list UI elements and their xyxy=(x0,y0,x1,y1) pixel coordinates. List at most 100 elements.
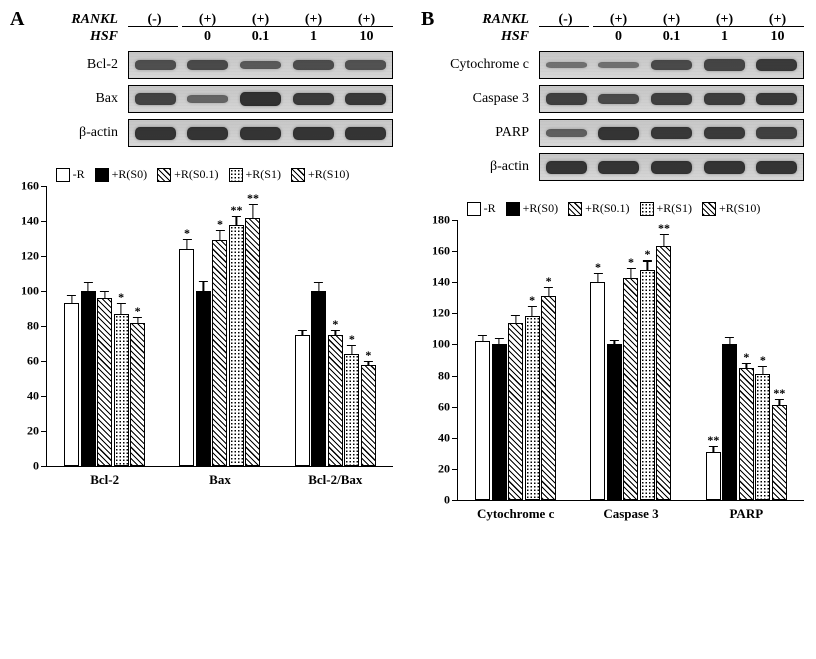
error-bar xyxy=(779,400,780,406)
error-bar xyxy=(499,339,500,345)
blot-band xyxy=(135,127,176,140)
chart-a-groups: **Bcl-2******Bax***Bcl-2/Bax xyxy=(47,186,393,466)
error-bar xyxy=(302,331,303,336)
blot-row: Cytochrome c xyxy=(429,51,804,79)
blot-image xyxy=(539,51,804,79)
error-bar xyxy=(186,240,187,251)
blot-band xyxy=(187,60,228,71)
bar: ** xyxy=(245,218,260,467)
error-bar xyxy=(335,331,336,336)
significance-marker: * xyxy=(743,351,749,363)
error-bar xyxy=(368,362,369,366)
bar: ** xyxy=(706,452,721,500)
bar: * xyxy=(344,354,359,466)
significance-marker: * xyxy=(628,256,634,268)
lane-header-cell: 0.1 xyxy=(234,29,287,45)
significance-marker: * xyxy=(529,294,535,306)
blot-band xyxy=(293,60,334,70)
legend-swatch xyxy=(95,168,109,182)
hsf-label: HSF xyxy=(429,29,539,45)
blot-band xyxy=(651,161,692,174)
panel-b: B RANKL (-)(+)(+)(+)(+) HSF 00.1110 Cyto… xyxy=(423,12,804,501)
bar xyxy=(492,344,507,500)
blot-image xyxy=(539,85,804,113)
error-bar xyxy=(647,261,648,270)
blot-image xyxy=(539,153,804,181)
legend-label: -R xyxy=(73,167,85,182)
rankl-underline xyxy=(429,26,804,27)
legend-label: +R(S10) xyxy=(719,201,760,216)
legend-item: +R(S0.1) xyxy=(568,201,629,216)
significance-marker: * xyxy=(760,354,766,366)
blot-band xyxy=(240,127,281,140)
blot-band xyxy=(135,93,176,104)
blot-band xyxy=(756,161,797,174)
significance-marker: * xyxy=(349,333,355,345)
bar-group: ******PARP xyxy=(689,220,804,500)
y-tick-label: 120 xyxy=(21,249,47,264)
bar: * xyxy=(361,365,376,467)
blot-band xyxy=(345,127,386,140)
bar-group: ******Bax xyxy=(162,186,277,466)
legend-swatch xyxy=(467,202,481,216)
bar-group: ***Bcl-2/Bax xyxy=(278,186,393,466)
blot-band xyxy=(546,93,587,105)
bar: * xyxy=(541,296,556,500)
y-tick-label: 60 xyxy=(438,399,458,414)
legend-swatch xyxy=(291,168,305,182)
error-bar xyxy=(318,283,319,292)
panel-b-label: B xyxy=(421,8,434,31)
y-tick-label: 20 xyxy=(438,461,458,476)
significance-marker: * xyxy=(217,218,223,230)
legend-item: +R(S0) xyxy=(506,201,558,216)
hsf-values: 00.1110 xyxy=(128,29,393,45)
error-bar xyxy=(663,235,664,247)
significance-marker: * xyxy=(644,248,650,260)
blot-band xyxy=(598,62,639,68)
bar xyxy=(607,344,622,500)
significance-marker: * xyxy=(365,349,371,361)
bar: * xyxy=(328,335,343,466)
y-tick-label: 40 xyxy=(27,389,47,404)
group-label: Bcl-2 xyxy=(90,466,119,488)
y-tick-label: 120 xyxy=(432,306,458,321)
blot-band xyxy=(345,60,386,70)
y-tick-label: 20 xyxy=(27,424,47,439)
blot-band xyxy=(546,62,587,68)
protein-label: β-actin xyxy=(18,125,128,141)
protein-label: PARP xyxy=(429,125,539,141)
panel-b-header-hsf: HSF 00.1110 xyxy=(429,29,804,45)
error-bar xyxy=(515,316,516,324)
legend-item: +R(S1) xyxy=(229,167,281,182)
error-bar xyxy=(482,336,483,342)
legend-item: +R(S1) xyxy=(640,201,692,216)
lane-header-cell: 0.1 xyxy=(645,29,698,45)
legend-swatch xyxy=(640,202,654,216)
significance-marker: * xyxy=(184,227,190,239)
legend-swatch xyxy=(506,202,520,216)
group-label: Bax xyxy=(209,466,231,488)
bar: * xyxy=(623,278,638,500)
blot-band xyxy=(704,161,745,174)
error-bar xyxy=(614,341,615,346)
y-tick-label: 0 xyxy=(33,459,47,474)
legend-label: +R(S1) xyxy=(657,201,692,216)
error-bar xyxy=(713,447,714,453)
blot-band xyxy=(756,127,797,139)
group-label: Caspase 3 xyxy=(603,500,658,522)
error-bar xyxy=(729,338,730,346)
bar: * xyxy=(114,314,129,466)
legend-swatch xyxy=(157,168,171,182)
lane-header-cell: 1 xyxy=(698,29,751,45)
protein-label: Caspase 3 xyxy=(429,91,539,107)
hsf-values: 00.1110 xyxy=(539,29,804,45)
legend-label: +R(S0.1) xyxy=(174,167,218,182)
significance-marker: * xyxy=(118,291,124,303)
group-label: Cytochrome c xyxy=(477,500,554,522)
y-tick-label: 40 xyxy=(438,430,458,445)
bar: ** xyxy=(772,405,787,500)
legend-item: +R(S0) xyxy=(95,167,147,182)
bar: * xyxy=(179,249,194,466)
significance-marker: ** xyxy=(773,387,785,399)
lane-header-cell: 10 xyxy=(340,29,393,45)
